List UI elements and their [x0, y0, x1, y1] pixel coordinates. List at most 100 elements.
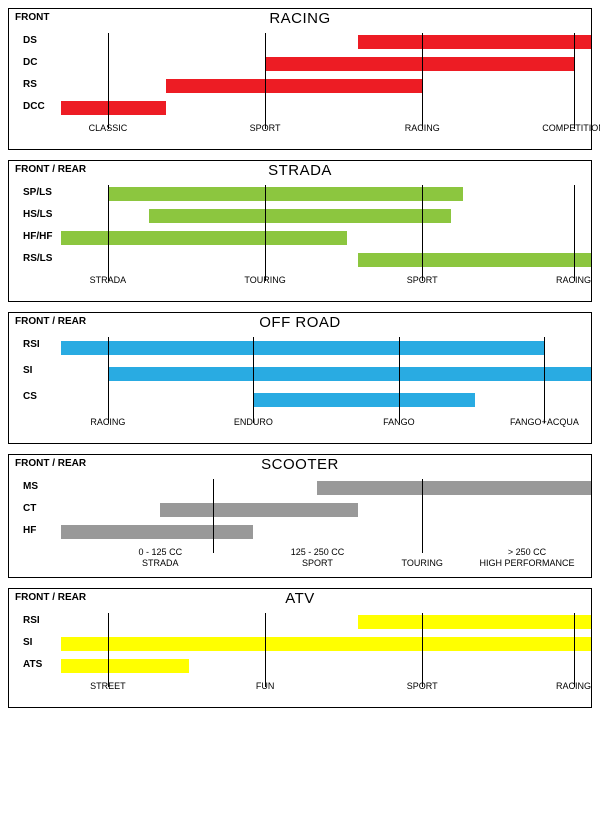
range-bar — [108, 187, 463, 201]
chart-panel: FRONT / REAR STRADA SP/LS HS/LS HF/HF RS/LS ST… — [8, 160, 592, 302]
chart-row: RSI — [9, 611, 591, 633]
corner-label: FRONT / REAR — [15, 458, 86, 469]
row-label: DC — [23, 57, 37, 68]
x-axis: STRADA TOURING SPORT RACING — [9, 271, 591, 301]
x-tick-label: SPORT — [407, 681, 438, 692]
chart-body: SP/LS HS/LS HF/HF RS/LS — [9, 183, 591, 271]
chart-panel: FRONTRACINGDSDCRSDCCCLASSICSPORTRACINGCO… — [8, 8, 592, 150]
range-bar — [358, 35, 591, 49]
x-tick-label: TOURING — [402, 547, 443, 570]
chart-row: RS — [9, 75, 591, 97]
x-tick-label: RACING — [405, 123, 440, 134]
x-tick-label: STREET — [90, 681, 126, 692]
range-bar — [160, 503, 358, 517]
chart-row: CS — [9, 387, 591, 413]
row-label: HF — [23, 525, 36, 536]
panel-header: FRONT / REAR OFF ROAD — [9, 313, 591, 335]
corner-label: FRONT / REAR — [15, 164, 86, 175]
range-bar — [358, 615, 591, 629]
chart-body: DS DC RS DCC — [9, 31, 591, 119]
chart-panel: FRONT / REAR OFF ROAD RSI SI CS RACING ENDURO F… — [8, 312, 592, 444]
panel-header: FRONT / REAR STRADA — [9, 161, 591, 183]
range-bar — [61, 101, 166, 115]
range-bar — [317, 481, 591, 495]
panel-header: FRONT / REAR SCOOTER — [9, 455, 591, 477]
chart-row: DC — [9, 53, 591, 75]
x-tick-label: CLASSIC — [89, 123, 128, 134]
range-bar — [61, 231, 346, 245]
panel-title: ATV — [285, 590, 315, 607]
x-tick-label: RACING — [556, 275, 591, 286]
x-tick-label: SPORT — [250, 123, 281, 134]
row-label: RS/LS — [23, 253, 52, 264]
panel-title: OFF ROAD — [259, 314, 341, 331]
x-tick-label: FANGO — [383, 417, 415, 428]
x-tick-label: 0 - 125 CC STRADA — [139, 547, 183, 570]
chart-panel: FRONT / REAR ATV RSI SI ATS STREET FUN SPORT RAC… — [8, 588, 592, 708]
chart-row: HS/LS — [9, 205, 591, 227]
row-label: DCC — [23, 101, 45, 112]
range-bar — [61, 637, 591, 651]
panel-header: FRONT / REAR ATV — [9, 589, 591, 611]
row-label: HF/HF — [23, 231, 52, 242]
chart-row: CT — [9, 499, 591, 521]
range-bar — [166, 79, 422, 93]
row-label: HS/LS — [23, 209, 52, 220]
chart-row: SP/LS — [9, 183, 591, 205]
chart-row: DS — [9, 31, 591, 53]
corner-label: FRONT / REAR — [15, 316, 86, 327]
chart-row: HF — [9, 521, 591, 543]
row-label: ATS — [23, 659, 42, 670]
chart-body: MS CT HF — [9, 477, 591, 543]
chart-row: SI — [9, 361, 591, 387]
x-tick-label: FANGO+ACQUA — [510, 417, 579, 428]
chart-row: ATS — [9, 655, 591, 677]
range-bar — [253, 393, 474, 407]
row-label: MS — [23, 481, 38, 492]
row-label: CS — [23, 391, 37, 402]
x-tick-label: TOURING — [244, 275, 285, 286]
range-bar — [149, 209, 452, 223]
chart-panel: FRONT / REAR SCOOTER MS CT HF 0 - 125 CC STRA… — [8, 454, 592, 578]
row-label: DS — [23, 35, 37, 46]
x-tick-label: RACING — [90, 417, 125, 428]
row-label: SI — [23, 637, 32, 648]
range-bar — [61, 659, 189, 673]
x-axis: CLASSICSPORTRACINGCOMPETITION — [9, 119, 591, 149]
chart-row: RS/LS — [9, 249, 591, 271]
chart-row: HF/HF — [9, 227, 591, 249]
x-tick-label: > 250 CC HIGH PERFORMANCE — [479, 547, 574, 570]
panel-header: FRONTRACING — [9, 9, 591, 31]
row-label: RS — [23, 79, 37, 90]
row-label: SI — [23, 365, 32, 376]
x-tick-label: ENDURO — [234, 417, 273, 428]
range-bar — [358, 253, 591, 267]
x-tick-label: 125 - 250 CC SPORT — [291, 547, 345, 570]
chart-row: SI — [9, 633, 591, 655]
range-bar — [61, 525, 253, 539]
row-label: RSI — [23, 615, 40, 626]
x-axis: RACING ENDURO FANGO FANGO+ACQUA — [9, 413, 591, 443]
x-axis: STREET FUN SPORT RACING — [9, 677, 591, 707]
row-label: CT — [23, 503, 36, 514]
x-axis: 0 - 125 CC STRADA 125 - 250 CC SPORT TOUR… — [9, 543, 591, 577]
x-tick-label: SPORT — [407, 275, 438, 286]
panel-title: RACING — [269, 10, 330, 27]
chart-body: RSI SI CS — [9, 335, 591, 413]
corner-label: FRONT / REAR — [15, 592, 86, 603]
x-tick-label: COMPETITION — [542, 123, 600, 134]
chart-row: RSI — [9, 335, 591, 361]
x-tick-label: RACING — [556, 681, 591, 692]
row-label: RSI — [23, 339, 40, 350]
range-bar — [61, 341, 544, 355]
range-bar — [108, 367, 591, 381]
panel-title: STRADA — [268, 162, 332, 179]
row-label: SP/LS — [23, 187, 52, 198]
chart-row: DCC — [9, 97, 591, 119]
range-bar — [265, 57, 573, 71]
chart-body: RSI SI ATS — [9, 611, 591, 677]
x-tick-label: FUN — [256, 681, 275, 692]
x-tick-label: STRADA — [90, 275, 127, 286]
chart-row: MS — [9, 477, 591, 499]
panel-title: SCOOTER — [261, 456, 339, 473]
